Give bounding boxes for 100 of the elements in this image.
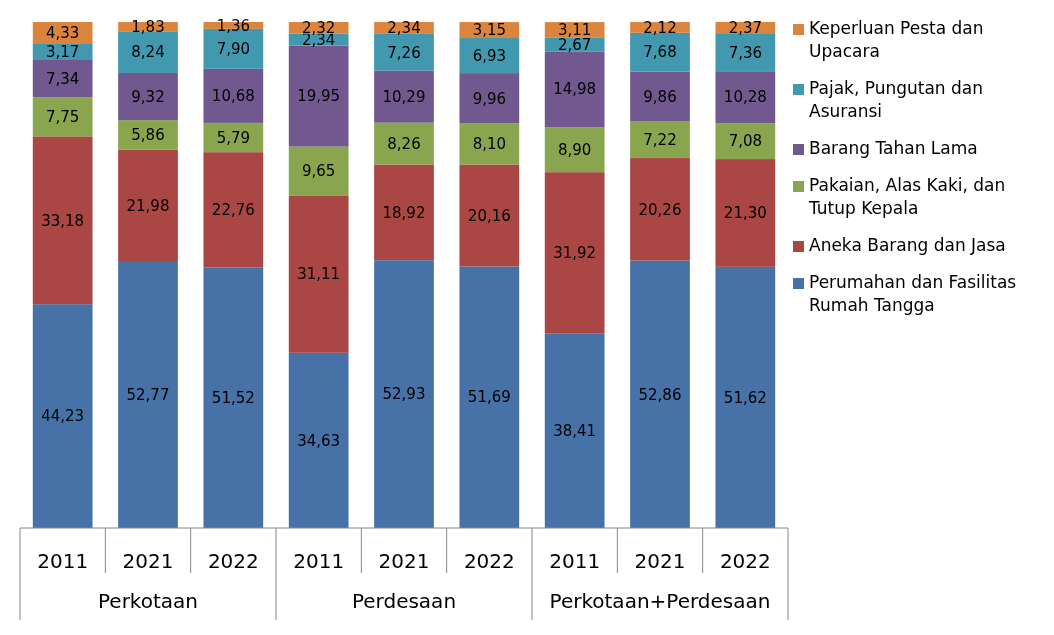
bar — [118, 261, 178, 528]
data-label: 5,86 — [131, 126, 165, 145]
x-tick-label: 2021 — [378, 549, 430, 573]
data-label: 10,68 — [211, 87, 255, 106]
data-label: 52,77 — [126, 385, 170, 404]
bar — [459, 164, 520, 267]
data-label: 18,92 — [382, 203, 426, 222]
bar — [374, 33, 434, 71]
bar — [544, 172, 605, 334]
data-label: 8,26 — [387, 134, 421, 153]
bar — [544, 51, 605, 128]
bar — [118, 120, 178, 150]
bar — [544, 333, 605, 528]
data-label: 7,22 — [643, 131, 677, 150]
bar — [630, 260, 690, 528]
x-tick-label: 2022 — [719, 549, 771, 573]
data-label: 10,29 — [382, 87, 426, 106]
data-label: 51,62 — [723, 388, 767, 407]
x-tick-label: 2021 — [122, 549, 174, 573]
bar — [630, 158, 690, 261]
data-label: 7,08 — [728, 132, 763, 151]
bar — [118, 73, 178, 121]
data-label: 20,16 — [467, 206, 511, 225]
data-label: 38,41 — [553, 422, 597, 441]
data-label: 7,90 — [216, 40, 251, 59]
bar — [374, 260, 434, 528]
legend-label: Perumahan dan Fasilitas Rumah Tangga — [809, 272, 1017, 315]
bar — [715, 33, 776, 72]
data-label: 52,86 — [638, 385, 682, 404]
data-label: 31,92 — [553, 244, 597, 263]
data-label: 51,69 — [467, 388, 511, 407]
legend-label: Pakaian, Alas Kaki, dan Tutup Kepala — [808, 175, 1006, 218]
bar — [118, 149, 178, 262]
bar — [715, 123, 776, 160]
data-label: 4,33 — [45, 24, 80, 43]
data-label: 8,24 — [131, 43, 165, 62]
data-label: 14,98 — [553, 80, 597, 99]
data-label: 9,32 — [131, 87, 165, 106]
legend-label: Pajak, Pungutan dan Asuransi — [809, 78, 984, 121]
x-tick-label: 2022 — [207, 549, 259, 573]
text: Perkotaan — [97, 589, 199, 613]
data-label: 7,68 — [643, 43, 677, 62]
legend-label: Aneka Barang dan Jasa — [809, 235, 1006, 255]
data-label: 3,15 — [472, 21, 507, 40]
data-label: 2,37 — [728, 19, 763, 38]
x-tick-label: 2022 — [463, 549, 515, 573]
bar — [544, 127, 605, 173]
x-tick-label: 2011 — [293, 549, 345, 573]
bar — [288, 352, 349, 528]
bar — [459, 123, 520, 165]
data-label: 3,17 — [45, 43, 80, 62]
bar — [203, 68, 264, 123]
bar — [374, 122, 434, 165]
data-label: 20,26 — [638, 200, 682, 219]
data-label: 1,83 — [131, 17, 165, 36]
bar — [288, 146, 349, 196]
x-tick-label: 2021 — [634, 549, 686, 573]
data-label: 9,65 — [301, 162, 336, 181]
data-label: 7,26 — [387, 43, 421, 62]
data-label: 8,10 — [472, 135, 507, 154]
bar — [32, 60, 93, 98]
data-label: 44,23 — [41, 407, 85, 426]
data-label: 7,36 — [728, 43, 763, 62]
bar — [459, 73, 520, 124]
bar — [32, 136, 93, 305]
data-label: 9,86 — [643, 87, 677, 106]
bar — [715, 71, 776, 124]
bar — [32, 97, 93, 137]
data-label: 9,96 — [472, 89, 507, 108]
data-label: 31,11 — [297, 265, 341, 284]
text: Perdesaan — [351, 589, 457, 613]
data-label: 34,63 — [297, 431, 341, 450]
bar — [459, 38, 520, 74]
data-label: 5,79 — [216, 128, 251, 147]
text: Perkotaan+Perdesaan — [549, 589, 771, 613]
data-label: 8,90 — [557, 140, 592, 159]
bar — [203, 267, 264, 528]
data-label: 19,95 — [297, 87, 341, 106]
data-label: 33,18 — [41, 211, 85, 230]
data-label: 2,34 — [387, 19, 421, 38]
bar — [374, 164, 434, 261]
data-label: 51,52 — [211, 388, 255, 407]
bar — [32, 304, 93, 528]
bar — [630, 121, 690, 159]
bar — [288, 45, 349, 147]
data-label: 7,34 — [45, 69, 80, 88]
x-tick-label: 2011 — [549, 549, 601, 573]
bar — [715, 159, 776, 267]
data-label: 6,93 — [472, 46, 507, 65]
data-label: 21,30 — [723, 204, 767, 223]
data-label: 52,93 — [382, 385, 426, 404]
legend-label: Keperluan Pesta dan Upacara — [809, 18, 984, 61]
bar — [374, 70, 434, 123]
bar — [630, 71, 690, 122]
data-label: 21,98 — [126, 196, 170, 215]
legend-label: Barang Tahan Lama — [809, 138, 978, 158]
data-label: 2,12 — [643, 18, 677, 37]
bar — [203, 152, 264, 268]
bar — [459, 266, 520, 528]
data-label: 22,76 — [211, 201, 255, 220]
